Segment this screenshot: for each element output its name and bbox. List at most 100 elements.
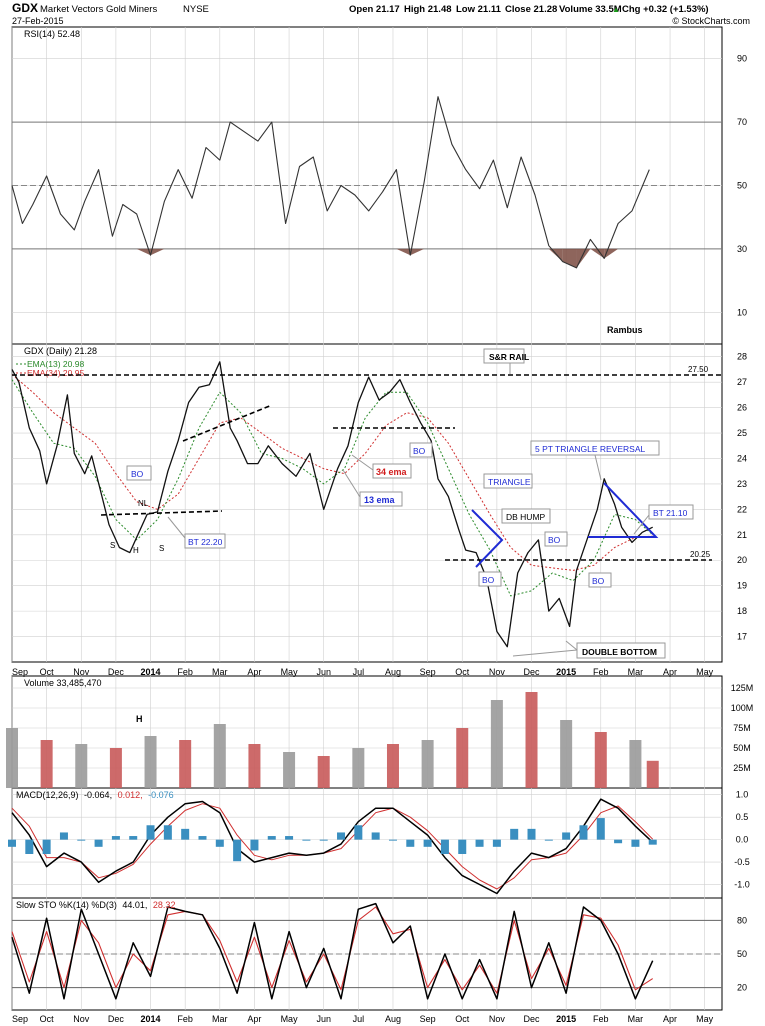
- macd-histogram-bar: [111, 836, 120, 840]
- double-bottom-label: DOUBLE BOTTOM: [582, 647, 657, 657]
- double-bottom-pointer-2: [565, 640, 578, 651]
- y-tick-label: 28: [737, 352, 747, 362]
- rsi-oversold-area: [150, 248, 165, 256]
- ema13-pointer: [342, 469, 361, 498]
- shoulder-right-label: S: [159, 544, 164, 553]
- macd-histogram-bar: [319, 839, 328, 841]
- y-tick-label: 10: [737, 307, 747, 317]
- sto-legend-label: Slow STO %K(14) %D(3): [16, 900, 117, 910]
- macd-histogram-bar: [388, 839, 397, 841]
- month-label-bottom: Dec: [524, 1014, 541, 1024]
- bt-box-1: [184, 533, 226, 549]
- month-label-bottom: Sep: [12, 1014, 28, 1024]
- y-tick-label: 25: [737, 428, 747, 438]
- rsi-oversold-area: [576, 248, 591, 268]
- month-label-bottom: Sep: [420, 1014, 436, 1024]
- y-tick-label: 80: [737, 915, 747, 925]
- macd-histogram-bar: [510, 828, 519, 840]
- bo-box-2: [409, 442, 433, 458]
- volume-bar: [421, 740, 434, 788]
- month-label-price: Sep: [420, 667, 436, 677]
- price-line: [11, 361, 653, 648]
- bo-box-4: [544, 531, 568, 547]
- macd-histogram-bar: [77, 839, 86, 841]
- macd-histogram-bar: [42, 839, 51, 854]
- ema34-line: [11, 374, 653, 571]
- macd-histogram-bar: [354, 825, 363, 840]
- head-label: H: [133, 546, 139, 555]
- y-tick-label: -1.0: [734, 880, 750, 890]
- series-lines: [11, 96, 654, 1000]
- month-label-bottom: Oct: [40, 1014, 55, 1024]
- rsi-oversold-area: [410, 248, 425, 256]
- ema13-note: 13 ema: [364, 495, 396, 505]
- month-label-price: Feb: [177, 667, 193, 677]
- macd-signal-line: [11, 803, 654, 890]
- month-label-bottom: Mar: [628, 1014, 644, 1024]
- price-legend: GDX (Daily) 21.28: [24, 346, 97, 356]
- month-label-price: May: [281, 667, 299, 677]
- sr-rail-label: S&R RAIL: [489, 352, 529, 362]
- close-value: Close 21.28: [505, 4, 557, 15]
- month-label-price: Apr: [663, 667, 677, 677]
- bo-label-2: BO: [413, 446, 426, 456]
- month-label-bottom: Oct: [455, 1014, 470, 1024]
- ema34-pointer: [351, 454, 374, 471]
- month-label-bottom: Mar: [212, 1014, 228, 1024]
- macd-histogram-bar: [544, 839, 553, 841]
- macd-legend-signal: 0.012,: [118, 790, 143, 800]
- macd-histogram-bar: [579, 825, 588, 840]
- triangle-box: [483, 473, 533, 489]
- shoulder-left-label: S: [110, 541, 115, 550]
- open-value: Open 21.17: [349, 4, 400, 15]
- macd-legend-value: -0.064,: [84, 790, 112, 800]
- month-label-price: Feb: [593, 667, 609, 677]
- y-tick-label: 50M: [733, 743, 751, 753]
- sr-rail-level: 27.50: [688, 365, 709, 374]
- volume-bars: [6, 692, 659, 788]
- volume-bar: [490, 700, 503, 788]
- bo-label-3: BO: [482, 575, 495, 585]
- macd-histogram-bar: [371, 832, 380, 840]
- month-label-price: Dec: [524, 667, 541, 677]
- five-point-triangle: [588, 482, 659, 538]
- month-label-price: Sep: [12, 667, 28, 677]
- macd-histogram-bar: [440, 839, 449, 854]
- macd-histogram-bar: [25, 839, 34, 854]
- macd-histogram-bar: [423, 839, 432, 847]
- sto-legend: Slow STO %K(14) %D(3) 44.01, 28.32: [16, 900, 175, 910]
- macd-histogram-bar: [181, 828, 190, 840]
- rsi-oversold-area: [604, 248, 619, 259]
- y-tick-label: 1.0: [736, 790, 749, 800]
- macd-line: [11, 798, 654, 895]
- brand-label: © StockCharts.com: [672, 16, 750, 26]
- ema34-note-box: [372, 463, 412, 479]
- month-label-bottom: Apr: [247, 1014, 261, 1024]
- volume-h-marker: H: [136, 714, 143, 724]
- macd-histogram-bar: [198, 836, 207, 840]
- month-label-price: Nov: [489, 667, 506, 677]
- macd-histogram-bar: [215, 839, 224, 847]
- rsi-oversold-area: [562, 248, 577, 268]
- y-tick-label: -0.5: [734, 857, 750, 867]
- volume-bar: [248, 744, 261, 788]
- month-label-price: Oct: [455, 667, 470, 677]
- macd-histogram-bar: [631, 839, 640, 847]
- sto-legend-k: 44.01,: [122, 900, 147, 910]
- month-label-price: Mar: [628, 667, 644, 677]
- y-tick-label: 50: [737, 181, 747, 191]
- triangle-reversal-label: 5 PT TRIANGLE REVERSAL: [535, 444, 645, 454]
- volume-bar: [646, 760, 659, 788]
- month-label-price: Aug: [385, 667, 401, 677]
- bo-box-3: [478, 571, 502, 587]
- volume-bar: [109, 748, 122, 788]
- rsi-oversold-area: [548, 248, 563, 262]
- month-label-bottom: Nov: [73, 1014, 90, 1024]
- bo-box-5: [588, 572, 612, 588]
- y-tick-label: 19: [737, 581, 747, 591]
- y-tick-label: 100M: [731, 703, 754, 713]
- month-label-bottom: Feb: [177, 1014, 193, 1024]
- macd-histogram-bar: [8, 839, 16, 847]
- y-tick-label: 25M: [733, 763, 751, 773]
